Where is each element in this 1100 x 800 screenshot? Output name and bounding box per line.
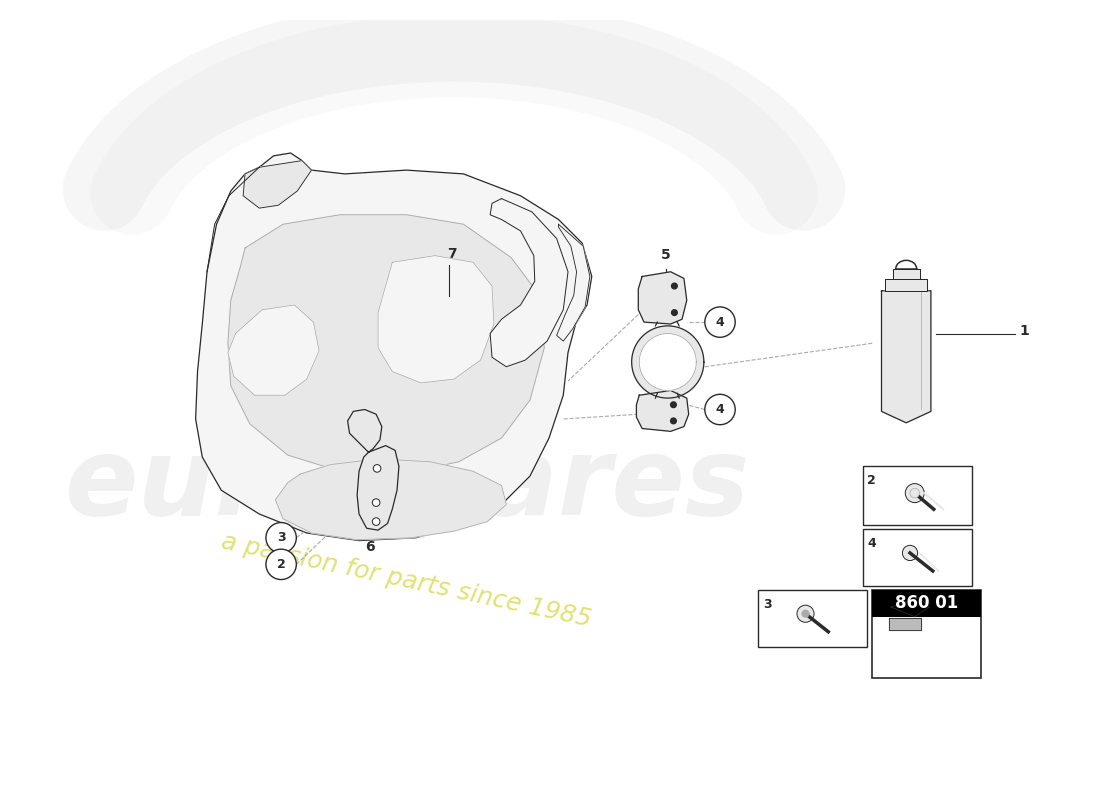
Circle shape	[672, 310, 678, 315]
Circle shape	[672, 283, 678, 289]
Polygon shape	[196, 153, 592, 541]
Polygon shape	[881, 290, 931, 422]
Circle shape	[902, 546, 917, 561]
FancyBboxPatch shape	[758, 590, 867, 647]
Text: 2: 2	[867, 474, 876, 487]
Text: 3: 3	[762, 598, 771, 610]
Polygon shape	[638, 272, 686, 324]
FancyBboxPatch shape	[862, 529, 971, 586]
Text: a passion for parts since 1985: a passion for parts since 1985	[219, 530, 594, 631]
FancyBboxPatch shape	[872, 590, 981, 678]
Text: 4: 4	[716, 403, 725, 416]
Polygon shape	[275, 459, 506, 540]
Text: 5: 5	[661, 248, 671, 262]
Circle shape	[372, 498, 379, 506]
Text: 4: 4	[716, 316, 725, 329]
Polygon shape	[348, 410, 382, 452]
Circle shape	[802, 610, 810, 618]
Text: 2: 2	[277, 558, 286, 571]
Circle shape	[671, 418, 676, 424]
Polygon shape	[891, 598, 930, 617]
Circle shape	[798, 605, 814, 622]
Polygon shape	[378, 256, 494, 383]
Text: 860 01: 860 01	[895, 594, 958, 612]
Polygon shape	[491, 198, 568, 366]
Polygon shape	[637, 390, 689, 431]
Circle shape	[705, 307, 735, 338]
Text: 7: 7	[448, 247, 456, 262]
Polygon shape	[639, 334, 696, 390]
Circle shape	[705, 394, 735, 425]
Polygon shape	[358, 446, 399, 530]
Polygon shape	[228, 305, 319, 395]
Circle shape	[671, 402, 676, 407]
Circle shape	[905, 483, 924, 502]
Circle shape	[373, 465, 381, 472]
Circle shape	[372, 518, 379, 526]
Polygon shape	[886, 279, 927, 290]
Text: 1: 1	[1020, 324, 1028, 338]
Polygon shape	[893, 269, 920, 279]
Polygon shape	[557, 224, 590, 341]
FancyBboxPatch shape	[872, 590, 981, 617]
Circle shape	[266, 522, 296, 553]
FancyBboxPatch shape	[862, 466, 971, 526]
Polygon shape	[889, 618, 922, 630]
Polygon shape	[228, 214, 544, 474]
Polygon shape	[243, 161, 311, 208]
Circle shape	[266, 549, 296, 579]
Polygon shape	[631, 326, 704, 398]
Text: eurospares: eurospares	[64, 433, 749, 538]
Text: 6: 6	[365, 540, 375, 554]
Text: 3: 3	[277, 531, 285, 544]
Circle shape	[910, 488, 920, 498]
Text: 4: 4	[867, 537, 876, 550]
